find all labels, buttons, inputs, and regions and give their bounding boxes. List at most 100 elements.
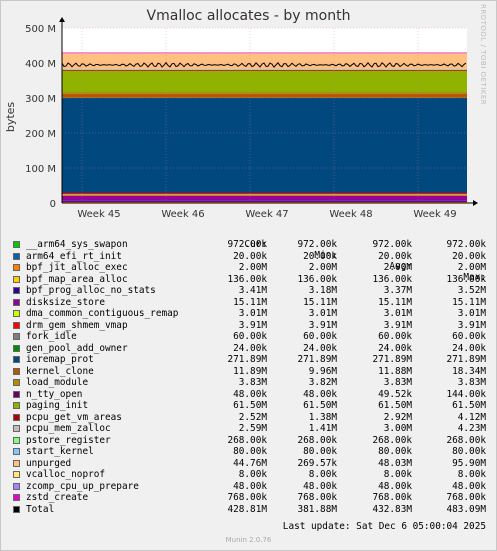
legend-avg: 20.00k (378, 250, 412, 262)
legend-cur: 11.89M (233, 365, 267, 377)
total-line (61, 61, 467, 68)
legend-max: 271.89M (446, 354, 486, 365)
area-disksize_store (62, 195, 467, 201)
legend-row: Total 428.81M 381.88M 432.83M 483.09M (0, 504, 497, 515)
legend-avg: 80.00k (378, 446, 412, 457)
rrdtool-credit: RRDTOOL / TOBI OETIKER (479, 4, 487, 106)
legend-avg: 3.37M (383, 285, 412, 296)
legend-max: 15.11M (452, 296, 486, 308)
legend-swatch (13, 241, 20, 248)
legend-row: gen_pool_add_owner 24.00k 24.00k 24.00k 24.0… (0, 343, 497, 354)
x-tick-label: Week 47 (245, 209, 288, 220)
legend-avg: 268.00k (372, 434, 412, 446)
legend-row: arm64_efi_rt_init 20.00k 20.00k 20.00k 20.00… (0, 251, 497, 262)
legend-cur: 48.00k (233, 480, 267, 492)
legend-series-name: gen_pool_add_owner (26, 342, 128, 354)
legend-avg: 972.00k (372, 239, 412, 250)
legend-cur: 3.83M (238, 377, 267, 388)
legend-avg: 3.00M (383, 423, 412, 434)
legend-series-name: start_kernel (26, 446, 94, 457)
legend-max: 48.00k (452, 480, 486, 492)
legend-row: load_module 3.83M 3.82M 3.83M 3.83M (0, 377, 497, 388)
legend-avg: 3.01M (383, 308, 412, 319)
legend-swatch (13, 505, 20, 513)
legend-cur: 271.89M (227, 354, 267, 365)
area-drm_gem_shmem_vmap (62, 193, 467, 195)
y-tick-label: 200 M (25, 129, 56, 140)
legend-avg: 3.91M (383, 319, 412, 331)
legend-min: 8.00k (308, 469, 337, 480)
legend-max: 136.00k (446, 273, 486, 285)
legend-max: 80.00k (452, 446, 486, 457)
legend-swatch (13, 425, 20, 432)
legend-min: 3.91M (308, 319, 337, 331)
y-tick-label: 400 M (25, 59, 56, 70)
legend-series-name: ioremap_prot (26, 354, 94, 365)
area-zstd_create (62, 52, 467, 54)
legend-swatch (13, 459, 20, 467)
legend-series-name: zstd_create (26, 492, 89, 503)
legend-row: unpurged 44.76M 269.57k 48.03M 95.90M (0, 458, 497, 469)
legend-swatch (13, 390, 20, 398)
area-pcpu_mem_zalloc (62, 68, 467, 70)
legend-swatch (13, 482, 20, 490)
legend-min: 768.00k (297, 492, 337, 503)
legend-cur: 972.00k (227, 239, 267, 250)
legend-row: pcpu_mem_zalloc 2.59M 1.41M 3.00M 4.23M (0, 423, 497, 434)
legend-series-name: fork_idle (26, 331, 77, 342)
legend-series-name: zcomp_cpu_up_prepare (26, 480, 139, 492)
legend-series-name: pcpu_get_vm_areas (26, 411, 122, 423)
legend-avg: 3.83M (383, 377, 412, 388)
legend-min: 972.00k (297, 239, 337, 250)
legend-row: bpf_map_area_alloc 136.00k 136.00k 136.00k 1… (0, 274, 497, 285)
legend-max: 20.00k (452, 250, 486, 262)
legend-min: 9.96M (308, 365, 337, 377)
legend-avg: 61.50M (378, 400, 412, 411)
legend-min: 381.88M (297, 503, 337, 515)
chart-area: bytes 0 100 M 200 M 300 M 400 M 500 M Week 45 W… (4, 17, 478, 220)
legend-min: 269.57k (297, 457, 337, 469)
legend-series-name: load_module (26, 377, 89, 388)
area-paging_init (62, 70, 467, 93)
legend-swatch (13, 264, 20, 271)
legend-max: 3.01M (457, 308, 486, 319)
x-tick-label: Week 49 (413, 209, 456, 220)
legend-swatch (13, 310, 20, 317)
legend-max: 4.12M (457, 411, 486, 423)
y-axis-arrow (59, 17, 65, 22)
legend-swatch (13, 287, 20, 294)
legend-header-cur: Cur: (244, 239, 267, 250)
legend-header-max: Max: (463, 272, 486, 283)
legend-series-name: dma_common_contiguous_remap (26, 308, 179, 319)
legend-series-name: kernel_clone (26, 365, 94, 377)
legend-max: 61.50M (452, 400, 486, 411)
legend-cur: 8.00k (238, 469, 267, 480)
legend-row: ioremap_prot 271.89M 271.89M 271.89M 271.89M (0, 354, 497, 365)
legend-swatch (13, 471, 20, 478)
area-kernel_clone (62, 93, 467, 98)
legend-series-name: bpf_map_area_alloc (26, 273, 128, 285)
legend-row: bpf_prog_alloc_no_stats 3.41M 3.18M 3.37M 3.… (0, 285, 497, 296)
area-load_module (62, 92, 467, 94)
legend-min: 80.00k (303, 446, 337, 457)
legend-header: Cur: Min: Avg: Max: (0, 228, 497, 283)
legend-min: 24.00k (303, 342, 337, 354)
legend-min: 61.50M (303, 400, 337, 411)
legend-row: disksize_store 15.11M 15.11M 15.11M 15.11M (0, 297, 497, 308)
x-axis-arrow (473, 200, 478, 206)
legend-series-name: unpurged (26, 457, 72, 469)
legend-swatch (13, 252, 20, 260)
legend-cur: 20.00k (233, 250, 267, 262)
legend-row: __arm64_sys_swapon 972.00k 972.00k 972.00k 9… (0, 239, 497, 250)
legend-swatch (13, 379, 20, 386)
legend-cur: 136.00k (227, 273, 267, 285)
legend-series-name: disksize_store (26, 296, 106, 308)
legend-avg: 768.00k (372, 492, 412, 503)
legend-swatch (13, 367, 20, 375)
legend-min: 3.01M (308, 308, 337, 319)
legend-cur: 24.00k (233, 342, 267, 354)
legend-series-name: drm_gem_shmem_vmap (26, 319, 128, 331)
legend-max: 8.00k (457, 469, 486, 480)
x-tick-label: Week 45 (77, 209, 120, 220)
legend-row: n_tty_open 48.00k 48.00k 49.52k 144.00k (0, 389, 497, 400)
